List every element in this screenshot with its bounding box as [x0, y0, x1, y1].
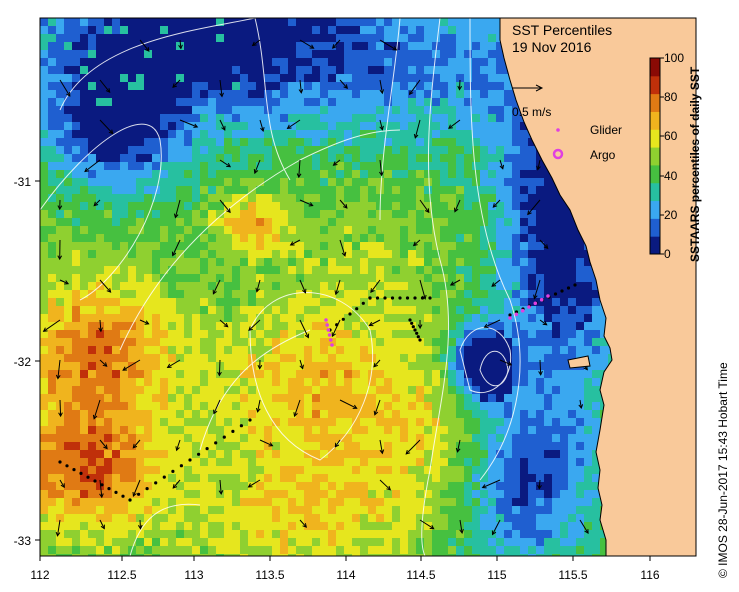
map-area: [40, 18, 696, 556]
argo-legend-label: Argo: [590, 148, 616, 162]
current-scale-label: 0.5 m/s: [512, 105, 551, 119]
colorbar-tick-label: 0: [664, 247, 671, 261]
lon-tick-label: 114: [336, 568, 355, 582]
current-vectors: [42, 39, 589, 537]
lon-tick-label: 112.5: [107, 568, 136, 582]
title-line-date: 19 Nov 2016: [512, 39, 592, 55]
argo-legend-marker: [552, 148, 564, 160]
imos-credit: © IMOS 28-Jun-2017 15:43 Hobart Time: [716, 362, 730, 578]
colorbar-tick-label: 20: [664, 208, 678, 222]
colorbar-tick-label: 40: [664, 169, 678, 183]
colorbar-title: SSTAARS percentiles of daily SST: [688, 66, 702, 262]
colorbar-swatch: [650, 164, 660, 184]
latitude-axis: -31 -32 -33: [14, 175, 40, 548]
land-mass: [499, 18, 696, 556]
colorbar-frame: [649, 57, 661, 255]
lon-tick-label: 115.5: [558, 568, 587, 582]
colorbar-swatch: [650, 58, 660, 77]
colorbar-swatch: [650, 129, 660, 148]
colorbar: 0 20 40 60 80 100: [649, 51, 684, 261]
colorbar-swatch: [650, 147, 660, 166]
lon-tick-label: 116: [640, 568, 659, 582]
lon-tick-label: 114.5: [406, 568, 435, 582]
longitude-axis: 112 112.5 113 113.5 114 114.5 115 115.5 …: [30, 556, 660, 582]
colorbar-swatch: [650, 111, 660, 130]
colorbar-swatch: [650, 75, 660, 95]
colorbar-swatches: [650, 58, 660, 255]
glider-track: [58, 283, 577, 502]
colorbar-swatch: [650, 200, 660, 219]
title-line-product: SST Percentiles: [512, 22, 613, 38]
colorbar-swatch: [650, 93, 660, 112]
glider-legend-marker: [556, 128, 560, 132]
colorbar-swatch: [650, 182, 660, 202]
lat-tick-label: -31: [14, 175, 32, 189]
scale-arrowhead: [535, 84, 544, 92]
bathymetry-contours: [40, 18, 521, 556]
colorbar-tick-label: 100: [664, 51, 684, 65]
lon-tick-label: 112: [30, 568, 49, 582]
colorbar-tick-label: 80: [664, 90, 678, 104]
lon-tick-label: 113: [184, 568, 203, 582]
colorbar-swatch: [650, 218, 660, 237]
map-title: SST Percentiles 19 Nov 2016: [512, 22, 632, 56]
glider-legend-label: Glider: [590, 123, 622, 137]
lat-tick-label: -33: [14, 534, 32, 548]
map-frame: [39, 17, 697, 557]
map-legend: 0.5 m/s Glider Argo: [512, 84, 622, 162]
lat-tick-label: -32: [14, 355, 32, 369]
lon-tick-label: 115: [487, 568, 506, 582]
colorbar-tick-label: 60: [664, 129, 678, 143]
colorbar-swatch: [650, 236, 660, 255]
lon-tick-label: 113.5: [255, 568, 284, 582]
